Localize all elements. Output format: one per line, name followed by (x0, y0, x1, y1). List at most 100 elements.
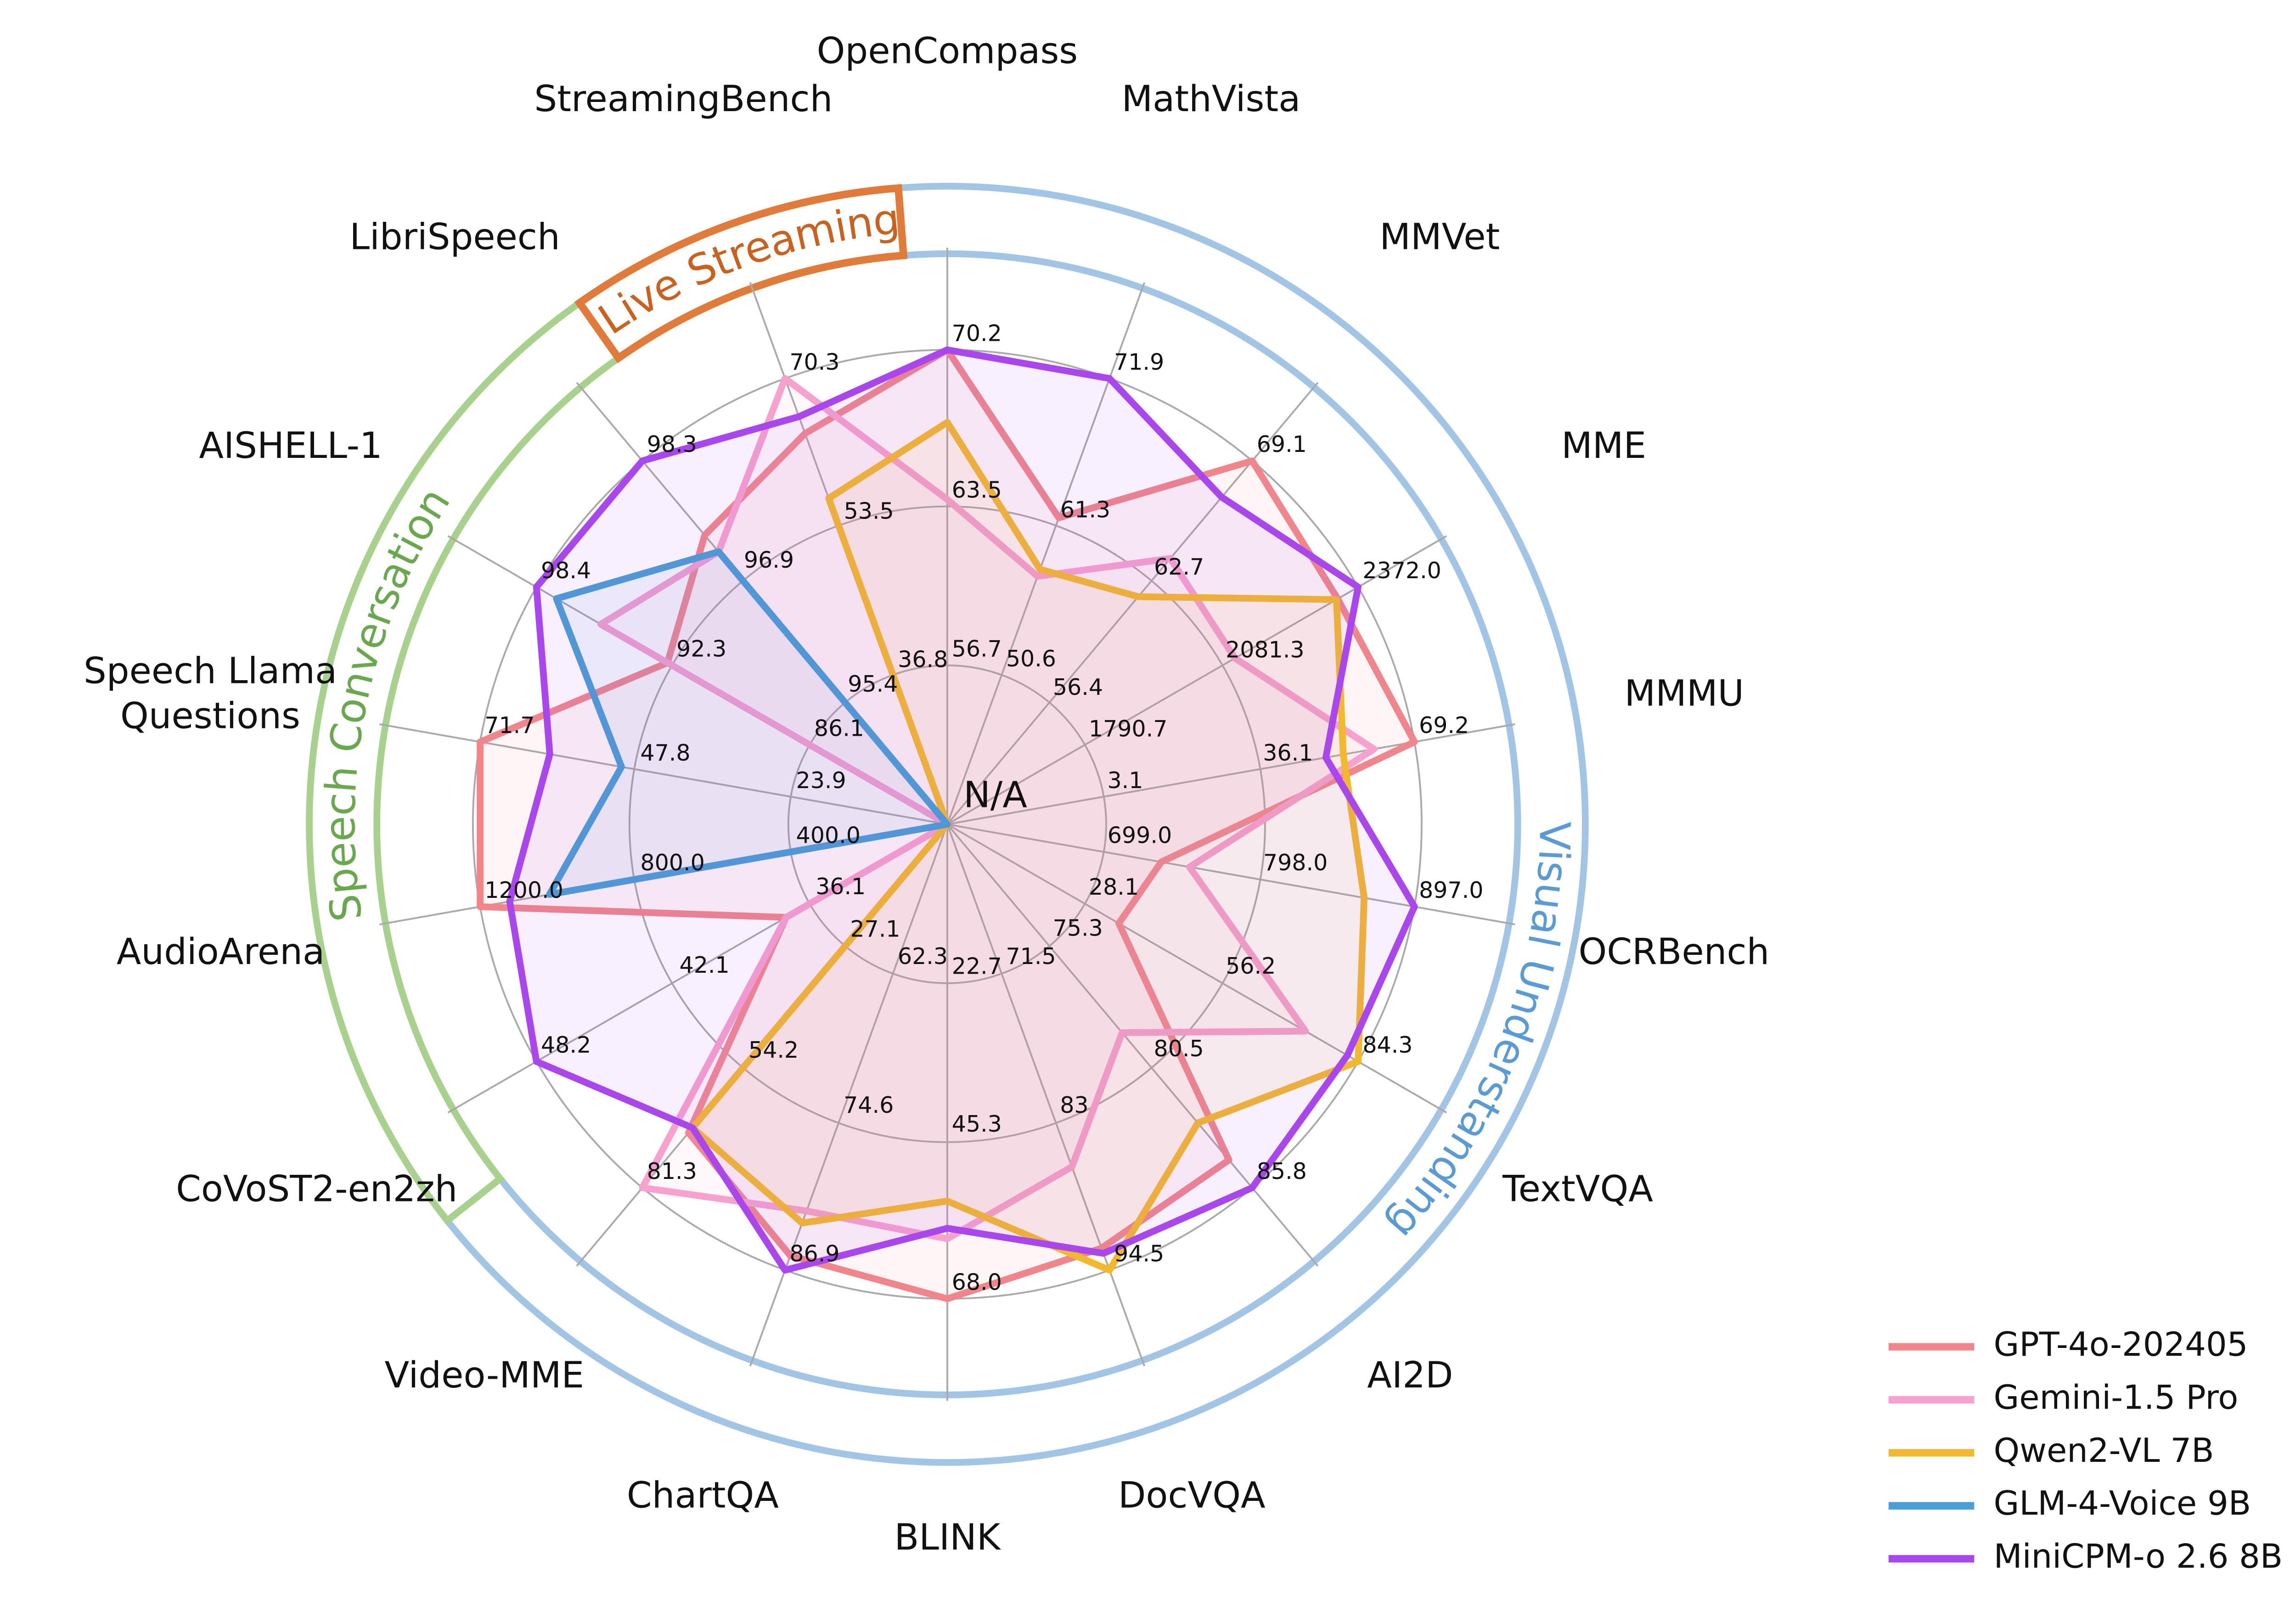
legend-label: GPT-4o-202405 (1994, 1325, 2248, 1364)
series-area (597, 375, 1378, 1242)
tick-label: 56.4 (1053, 674, 1103, 700)
axis-label: AI2D (1367, 1355, 1453, 1397)
tick-label: 400.0 (796, 822, 861, 848)
axis-label-text: OCRBench (1578, 931, 1770, 974)
axis-label: OCRBench (1578, 931, 1770, 974)
spoke (946, 824, 1146, 1367)
legend-label: GLM-4-Voice 9B (1994, 1484, 2251, 1522)
tick-label: 23.9 (796, 767, 846, 794)
tick-label: 81.3 (647, 1158, 697, 1184)
tick-label: 83 (1060, 1092, 1088, 1118)
tick-label: 798.0 (1263, 849, 1328, 876)
tick-label: 84.3 (1362, 1032, 1412, 1058)
tick-label: 70.3 (789, 349, 839, 375)
axis-label-text: TextVQA (1503, 1167, 1653, 1210)
tick-label: 86.1 (814, 715, 864, 742)
axis-label-text: AI2D (1367, 1355, 1453, 1397)
tick-label: 71.7 (484, 712, 535, 738)
tick-label: 3.1 (1107, 767, 1143, 794)
tick-label: 2081.3 (1226, 636, 1305, 663)
spoke (947, 723, 1515, 825)
tick-label: 47.8 (640, 739, 690, 766)
tick-label: 95.4 (848, 671, 898, 697)
tick-label: 74.6 (844, 1092, 894, 1118)
axis-label: LibriSpeech (349, 216, 560, 259)
tick-label: 94.5 (1114, 1240, 1164, 1267)
axis-label: MathVista (1121, 78, 1301, 121)
tick-label: 75.3 (1053, 915, 1103, 941)
axis-label: Video-MME (384, 1355, 585, 1397)
series-area (689, 419, 1368, 1274)
tick-label: 50.6 (1006, 645, 1056, 672)
spoke (946, 382, 1319, 825)
axis-label-text: AISHELL-1 (199, 424, 383, 467)
axis-label: ChartQA (626, 1475, 779, 1517)
tick-label: 63.5 (952, 477, 1002, 503)
tick-label: 2372.0 (1362, 557, 1441, 584)
spoke (946, 823, 1447, 1114)
tick-label: 800.0 (640, 849, 704, 876)
axis-label-text: DocVQA (1118, 1475, 1266, 1517)
spoke (749, 824, 948, 1367)
tick-label: 80.5 (1154, 1035, 1204, 1062)
tick-label: 42.1 (680, 952, 730, 978)
axis-label-text: Speech Llama Questions (83, 651, 338, 738)
axis-label: AISHELL-1 (199, 424, 383, 467)
spoke (946, 535, 1447, 825)
tick-label: 1200.0 (484, 877, 563, 903)
tick-label: 45.3 (952, 1111, 1002, 1137)
tick-label: 48.2 (541, 1032, 591, 1058)
tick-label: 71.9 (1114, 349, 1164, 375)
tick-label: 69.1 (1257, 431, 1307, 457)
tick-label: 62.7 (1154, 553, 1204, 580)
tick-label: 36.1 (1263, 739, 1313, 766)
legend-label: Qwen2-VL 7B (1994, 1431, 2214, 1470)
axis-label-text: MME (1561, 424, 1647, 467)
tick-label: 54.2 (748, 1037, 799, 1063)
tick-label: 98.4 (541, 557, 591, 584)
group-ring (574, 184, 908, 364)
tick-label: 1790.7 (1089, 715, 1168, 742)
spoke (946, 282, 1146, 825)
tick-label: 53.5 (844, 498, 894, 524)
axis-label-text: BLINK (894, 1516, 1001, 1559)
legend-label: MiniCPM-o 2.6 8B (1994, 1537, 2283, 1576)
tick-label: 36.1 (816, 873, 866, 900)
tick-label: 85.8 (1257, 1158, 1307, 1184)
tick-label: 71.5 (1006, 943, 1056, 970)
tick-label: 36.8 (898, 646, 948, 673)
tick-label: 62.3 (898, 943, 948, 970)
spoke (379, 723, 948, 825)
axis-label: OpenCompass (817, 30, 1078, 72)
tick-label: 86.9 (789, 1240, 839, 1267)
axis-label: CoVoST2-en2zh (176, 1167, 458, 1210)
tick-label: 28.1 (1089, 874, 1139, 900)
axis-label: MME (1561, 424, 1647, 467)
tick-label: 92.3 (676, 635, 726, 662)
series-area (546, 548, 951, 898)
tick-label: 699.0 (1108, 822, 1172, 848)
tick-label: 56.7 (952, 636, 1002, 662)
tick-label: 56.2 (1226, 953, 1276, 979)
axis-label-text: ChartQA (626, 1475, 779, 1517)
axis-label: DocVQA (1118, 1475, 1266, 1517)
tick-label: 61.3 (1060, 496, 1110, 523)
axis-label-text: MMMU (1624, 673, 1744, 716)
axis-label: MMVet (1379, 216, 1500, 259)
tick-label: 897.0 (1419, 877, 1483, 903)
tick-label: 22.7 (952, 953, 1002, 979)
axis-label: BLINK (894, 1516, 1001, 1559)
axis-label-text: Video-MME (384, 1355, 585, 1397)
axis-label-text: MathVista (1121, 78, 1301, 121)
axis-label: Speech Llama Questions (83, 651, 338, 738)
axis-label-text: CoVoST2-en2zh (176, 1167, 458, 1210)
tick-label: 68.0 (952, 1269, 1002, 1296)
tick-label: 70.2 (952, 320, 1002, 347)
spoke (947, 823, 1515, 925)
tick-label: 69.2 (1419, 712, 1469, 738)
axis-label: TextVQA (1503, 1167, 1653, 1210)
tick-label: 98.3 (647, 431, 697, 457)
